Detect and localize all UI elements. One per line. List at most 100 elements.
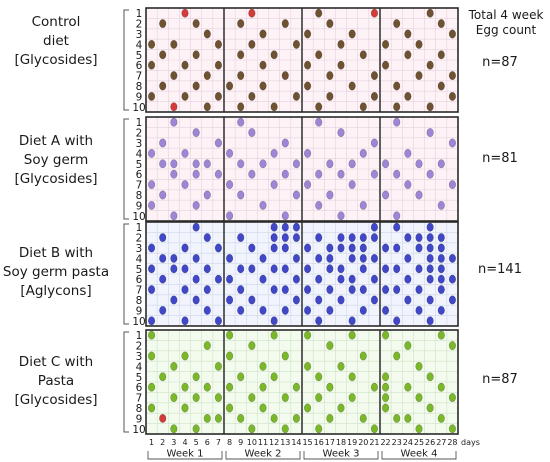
egg-mark (192, 19, 200, 29)
row-label: 9 (136, 413, 143, 425)
egg-mark (148, 316, 156, 326)
egg-mark (326, 285, 334, 295)
egg-mark (281, 351, 289, 361)
panel-bracket (123, 331, 129, 433)
egg-mark (259, 403, 267, 413)
egg-mark (192, 253, 200, 263)
egg-mark (214, 316, 222, 326)
egg-mark (148, 91, 156, 101)
row-label: 2 (136, 128, 143, 140)
egg-mark (437, 81, 445, 91)
egg-mark (203, 285, 211, 295)
egg-mark (248, 91, 256, 101)
egg-mark (359, 285, 367, 295)
egg-mark (214, 393, 222, 403)
egg-mark (226, 253, 234, 263)
panel-border (145, 329, 459, 435)
egg-mark (359, 351, 367, 361)
egg-mark (170, 169, 178, 179)
panel-4-egg-count: n=87 (482, 372, 518, 387)
egg-mark (426, 253, 434, 263)
egg-mark (426, 233, 434, 243)
egg-mark (148, 39, 156, 49)
egg-mark (348, 330, 356, 340)
row-label: 5 (136, 50, 143, 62)
egg-mark (448, 71, 456, 81)
egg-mark (203, 413, 211, 423)
egg-mark (382, 60, 390, 70)
egg-mark (415, 190, 423, 200)
day-tick-label: 7 (216, 438, 221, 447)
egg-mark (393, 211, 401, 221)
egg-mark (393, 222, 401, 232)
panel-3-egg-count: n=141 (478, 262, 522, 277)
egg-mark (393, 81, 401, 91)
day-tick-label: 28 (447, 438, 457, 447)
egg-mark (292, 222, 300, 232)
egg-mark (370, 222, 378, 232)
egg-mark (192, 372, 200, 382)
egg-mark (226, 382, 234, 392)
egg-mark (370, 382, 378, 392)
egg-mark (192, 393, 200, 403)
egg-mark (315, 169, 323, 179)
panel-bracket (123, 118, 129, 220)
egg-mark (181, 8, 189, 18)
egg-mark (170, 71, 178, 81)
egg-mark (304, 81, 312, 91)
egg-mark (170, 295, 178, 305)
egg-mark (348, 233, 356, 243)
egg-mark (426, 403, 434, 413)
day-tick-label: 27 (436, 438, 446, 447)
egg-mark (404, 180, 412, 190)
egg-mark (237, 159, 245, 169)
egg-mark (281, 285, 289, 295)
egg-mark (370, 295, 378, 305)
week-label: Week 4 (401, 449, 438, 460)
egg-mark (181, 316, 189, 326)
egg-mark (270, 413, 278, 423)
egg-mark (437, 264, 445, 274)
egg-mark (437, 243, 445, 253)
egg-mark (382, 382, 390, 392)
panel-border (145, 7, 459, 113)
row-label: 9 (136, 200, 143, 212)
egg-mark (404, 29, 412, 39)
row-label: 5 (136, 372, 143, 384)
row-label: 1 (136, 117, 143, 129)
egg-mark (159, 413, 167, 423)
egg-mark (270, 316, 278, 326)
panel-3-label-line-1: Diet B with (18, 245, 94, 261)
egg-mark (248, 169, 256, 179)
egg-mark (292, 39, 300, 49)
egg-mark (382, 305, 390, 315)
egg-mark (159, 274, 167, 284)
egg-mark (281, 222, 289, 232)
egg-mark (348, 29, 356, 39)
egg-mark (415, 39, 423, 49)
row-label: 8 (136, 81, 143, 93)
egg-mark (259, 253, 267, 263)
egg-mark (348, 159, 356, 169)
egg-mark (337, 361, 345, 371)
egg-mark (181, 285, 189, 295)
panel-1-diet-label: Control diet [Glycosides] (0, 13, 112, 70)
day-tick-label: 26 (425, 438, 435, 447)
egg-mark (337, 243, 345, 253)
egg-mark (304, 305, 312, 315)
egg-mark (415, 243, 423, 253)
egg-mark (393, 102, 401, 112)
panel-3-label-line-3: [Aglycons] (20, 283, 92, 299)
egg-mark (248, 39, 256, 49)
egg-mark (159, 50, 167, 60)
egg-mark (370, 424, 378, 434)
row-label: 5 (136, 159, 143, 171)
egg-mark (393, 351, 401, 361)
egg-mark (159, 159, 167, 169)
egg-mark (281, 264, 289, 274)
egg-mark (348, 316, 356, 326)
egg-mark (148, 285, 156, 295)
egg-mark (404, 50, 412, 60)
week-bracket (303, 451, 379, 460)
egg-mark (426, 8, 434, 18)
